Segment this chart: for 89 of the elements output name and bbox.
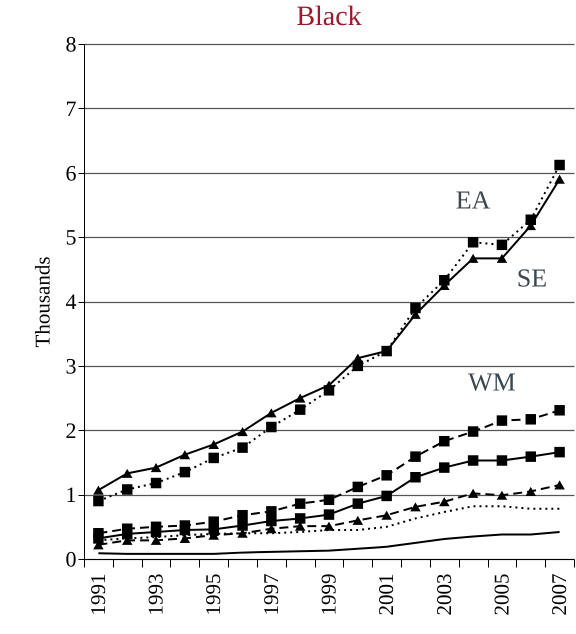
- point: [381, 510, 392, 520]
- y-tick-label: 5: [66, 224, 76, 250]
- point: [554, 480, 565, 490]
- point: [468, 455, 478, 466]
- point: [180, 534, 190, 543]
- point: [266, 506, 277, 517]
- point: [266, 516, 277, 526]
- point: [324, 494, 334, 506]
- point: [266, 422, 277, 432]
- point: [294, 404, 306, 415]
- y-axis-title: Thousands: [30, 256, 54, 348]
- series-label: SE: [516, 263, 548, 292]
- x-tick-label: 1993: [144, 574, 168, 616]
- point: [180, 450, 190, 460]
- point: [324, 385, 334, 396]
- y-tick-label: 4: [66, 289, 76, 314]
- chart-title: Black: [296, 1, 362, 32]
- x-tick-label: 1997: [258, 574, 283, 616]
- point: [554, 174, 565, 184]
- point: [122, 468, 132, 478]
- y-tick-label: 0: [66, 546, 76, 572]
- point: [468, 488, 478, 498]
- point: [294, 498, 306, 509]
- y-tick-label: 7: [66, 96, 76, 121]
- x-tick-label: 2007: [547, 574, 572, 616]
- point: [381, 470, 392, 481]
- point: [526, 414, 536, 425]
- point: [410, 302, 421, 314]
- point: [496, 490, 508, 500]
- point: [93, 533, 104, 544]
- point: [352, 498, 364, 509]
- point: [122, 484, 132, 495]
- x-tick-label: 2003: [432, 574, 456, 616]
- point: [496, 254, 508, 263]
- point: [496, 455, 508, 466]
- y-tick-label: 1: [66, 482, 76, 508]
- point: [237, 510, 248, 520]
- series-label: WM: [468, 368, 516, 397]
- point: [208, 440, 219, 449]
- point: [410, 502, 421, 512]
- point: [439, 497, 450, 506]
- point: [410, 472, 421, 482]
- point: [237, 442, 248, 453]
- point: [150, 478, 162, 488]
- point: [496, 240, 508, 250]
- point: [468, 426, 478, 437]
- point: [439, 462, 450, 473]
- point: [468, 254, 478, 263]
- point: [150, 463, 162, 472]
- point: [237, 426, 248, 436]
- line-series: [97, 530, 561, 555]
- x-tick-label: 1995: [201, 574, 226, 616]
- point: [468, 237, 478, 248]
- point: [150, 526, 162, 538]
- y-tick-label: 2: [66, 418, 76, 443]
- point: [294, 394, 306, 403]
- point: [150, 536, 162, 545]
- point: [439, 275, 450, 286]
- point: [352, 360, 364, 372]
- point: [180, 466, 190, 478]
- point: [554, 405, 565, 416]
- point: [237, 520, 248, 531]
- series-label: EA: [456, 185, 491, 214]
- point: [526, 214, 536, 225]
- point: [352, 482, 364, 492]
- point: [266, 408, 277, 418]
- x-tick-label: 1999: [316, 574, 340, 616]
- point: [324, 509, 334, 520]
- point: [93, 486, 104, 495]
- point: [439, 436, 450, 446]
- point: [381, 490, 392, 502]
- point: [180, 524, 190, 536]
- point: [496, 415, 508, 426]
- x-tick-label: 2001: [374, 574, 398, 616]
- point: [208, 452, 219, 464]
- point: [526, 486, 536, 496]
- x-tick-label: 1991: [86, 574, 110, 616]
- point: [294, 513, 306, 524]
- point: [352, 516, 364, 525]
- point: [554, 446, 565, 458]
- point: [410, 451, 421, 462]
- y-tick-label: 3: [66, 353, 76, 378]
- point: [93, 496, 104, 506]
- point: [526, 451, 536, 462]
- y-tick-label: 8: [66, 32, 76, 56]
- point: [122, 528, 132, 540]
- y-tick-label: 6: [66, 160, 76, 186]
- point: [554, 160, 565, 170]
- x-tick-label: 2005: [489, 574, 514, 616]
